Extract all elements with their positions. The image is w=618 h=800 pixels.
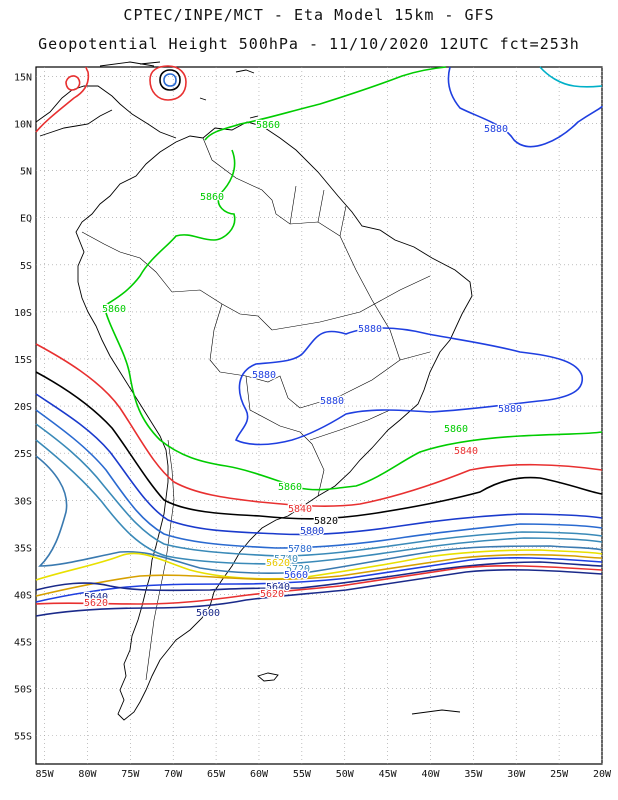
contour-5680 [35,553,603,597]
lon-tick-label: 60W [250,769,269,780]
map-frame [35,66,603,765]
contour-label: 5780 [288,544,312,555]
contour-label: 5600 [196,608,220,619]
falkland-islands [257,672,279,682]
country-borders [81,137,431,681]
lon-tick-label: 65W [207,769,226,780]
lat-tick-label: 30S [14,496,32,507]
contour-label: 5840 [454,446,478,457]
lat-tick-label: EQ [20,214,32,225]
lon-tick-label: 55W [293,769,312,780]
contour-label: 5800 [300,526,324,537]
central-america-coastline [35,85,177,139]
lon-tick-label: 30W [507,769,526,780]
lat-tick-label: 25S [14,449,32,460]
contour-5800 [35,393,603,536]
border-colombia-venezuela [202,137,341,237]
lat-tick-label: 5S [20,261,32,272]
lat-tick-label: 20S [14,402,32,413]
contour-label: 5880 [320,396,344,407]
guianas-borders [289,185,347,237]
lon-tick-label: 70W [164,769,183,780]
contour-label: 5740 [274,554,298,565]
contour-label: 5860 [444,424,468,435]
lat-tick-label: 40S [14,590,32,601]
contour-label: 5840 [288,504,312,515]
lat-tick-label: 10N [14,120,32,131]
contour-5840-westcaribbean [65,75,81,91]
contour-label: 5860 [256,120,280,131]
contour-5620 [35,565,603,605]
lat-tick-label: 35S [14,543,32,554]
contour-label: 5880 [484,124,508,135]
lon-tick-label: 80W [78,769,97,780]
contour-5880-south [234,327,584,446]
contour-5860-north [204,66,447,141]
contour-5820 [35,371,603,520]
contour-labels: 5860 5860 5860 5860 5860 5880 5880 5880 5880 5880… [83,119,524,621]
contour-label: 5880 [252,370,276,381]
contour-label: 5720 [286,564,310,575]
map-title: CPTEC/INPE/MCT - Eta Model 15km - GFS [123,6,495,24]
contour-5660 [35,557,603,603]
lat-tick-label: 5N [20,167,32,178]
contour-5840 [35,343,603,507]
lon-tick-label: 75W [121,769,140,780]
caribbean-islands [99,61,259,119]
lon-tick-label: 25W [550,769,569,780]
longitude-ticks: 85W 80W 75W 70W 65W 60W 55W 50W 45W 40W 35W 30W 25W 2… [36,769,612,780]
south-america-coastline [75,121,473,721]
contour-5720 [35,455,603,574]
contour-label: 5820 [314,516,338,527]
contour-label: 5620 [84,598,108,609]
contour-5840-hurricane [35,66,90,133]
border-ecuador-peru [81,231,173,293]
contour-5840-circle [149,65,187,101]
contour-label: 5880 [358,324,382,335]
contour-5600 [35,569,603,617]
latitude-ticks: 15N 10N 5N EQ 5S 10S 15S 20S 25S 30S 35S 40S 45S 50S 5… [14,72,32,742]
contour-5760 [35,423,603,557]
contour-label: 5880 [498,404,522,415]
lat-tick-label: 10S [14,308,32,319]
contour-5800-ring [163,73,177,87]
graticule [36,67,603,764]
lat-tick-label: 55S [14,732,32,743]
lat-tick-label: 15S [14,355,32,366]
map-subtitle: Geopotential Height 500hPa - 11/10/2020 … [38,35,580,53]
lat-tick-label: 15N [14,72,32,83]
coastlines [35,61,473,721]
contour-label: 5640 [84,592,108,603]
contour-5860-amazon [103,149,603,491]
contour-label: 5640 [266,582,290,593]
contour-5880-north [447,66,603,148]
contour-5820-ring [159,69,181,91]
lat-tick-label: 50S [14,685,32,696]
border-argentina-uruguay [311,443,325,497]
contour-lines [35,65,603,617]
contour-5740 [35,439,603,565]
contour-label: 5620 [260,589,284,600]
contour-label: 5860 [200,192,224,203]
contour-label: 5620 [266,558,290,569]
brazil-state-lines [271,235,431,441]
contour-label: 5860 [278,482,302,493]
south-georgia [411,709,461,715]
lon-tick-label: 45W [379,769,398,780]
lon-tick-label: 85W [36,769,55,780]
lon-tick-label: 35W [464,769,483,780]
lat-tick-label: 45S [14,638,32,649]
lon-tick-label: 50W [336,769,355,780]
contour-5640 [35,561,603,592]
contour-label: 5660 [284,570,308,581]
contour-5780-atlantic [539,66,603,88]
lon-tick-label: 20W [593,769,612,780]
contour-label: 5860 [102,304,126,315]
contour-5780 [35,409,603,549]
border-peru-brazil [171,289,273,331]
lon-tick-label: 40W [421,769,440,780]
